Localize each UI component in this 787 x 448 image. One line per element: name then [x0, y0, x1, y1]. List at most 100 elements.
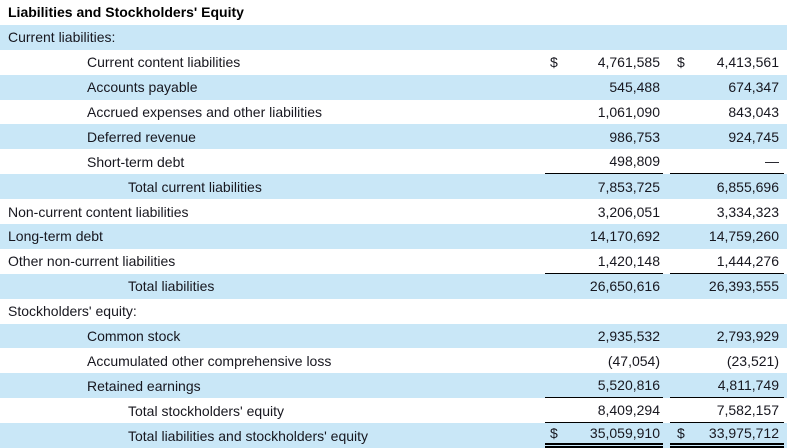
value-text: 4,413,561	[716, 54, 779, 71]
table-row: Total liabilities 26,650,616 26,393,555	[0, 273, 787, 299]
value-col1: 3,206,051	[545, 199, 663, 224]
value-col1: 1,061,090	[545, 100, 663, 125]
value-text: 843,043	[728, 104, 779, 120]
value-text: 1,444,276	[716, 252, 779, 269]
value-col1: 498,809	[545, 149, 663, 175]
value-text: 498,809	[609, 153, 660, 170]
row-label: Non-current content liabilities	[8, 203, 189, 220]
row-label: Accumulated other comprehensive loss	[87, 352, 332, 369]
table-row: Total stockholders' equity 8,409,294 7,582…	[0, 398, 787, 424]
value-col2: $4,413,561	[670, 50, 784, 75]
value-text: (23,521)	[726, 352, 779, 369]
value-col1: $35,059,910	[545, 423, 663, 448]
dollar-sign: $	[550, 425, 558, 442]
value-col1: 7,853,725	[545, 174, 663, 199]
value-col2: 924,745	[670, 124, 784, 149]
value-text: 986,753	[609, 128, 660, 145]
value-col1	[545, 299, 663, 324]
table-row: Retained earnings 5,520,816 4,811,749	[0, 373, 787, 399]
value-text: 14,759,260	[708, 228, 779, 245]
row-label: Total liabilities and stockholders' equi…	[128, 427, 369, 444]
value-text: 8,409,294	[597, 402, 660, 419]
value-col1: 545,488	[545, 75, 663, 100]
value-text: 1,061,090	[597, 104, 660, 120]
row-label: Short-term debt	[87, 153, 185, 170]
table-row: Total liabilities and stockholders' equi…	[0, 423, 787, 448]
row-label: Stockholders' equity:	[8, 303, 137, 320]
value-col2: 4,811,749	[670, 373, 784, 399]
value-col2: 843,043	[670, 100, 784, 125]
row-label: Total current liabilities	[128, 178, 262, 195]
value-col1: 8,409,294	[545, 398, 663, 424]
row-label: Other non-current liabilities	[8, 253, 176, 270]
value-col2	[670, 299, 784, 324]
table-row: Accounts payable 545,488 674,347	[0, 74, 787, 100]
value-text: 7,582,157	[716, 402, 779, 419]
row-label: Total liabilities	[128, 278, 215, 295]
value-text: —	[765, 153, 779, 170]
value-text: 26,650,616	[589, 278, 660, 295]
row-label: Deferred revenue	[87, 128, 196, 145]
value-text: 33,975,712	[708, 425, 779, 442]
value-col2	[670, 25, 784, 50]
value-col2: 2,793,929	[670, 324, 784, 349]
value-col2: 7,582,157	[670, 398, 784, 424]
value-col2: $33,975,712	[670, 423, 784, 448]
row-label: Total stockholders' equity	[128, 402, 284, 419]
table-row: Accrued expenses and other liabilities 1,…	[0, 100, 787, 125]
value-text: 7,853,725	[597, 178, 660, 195]
row-label: Accrued expenses and other liabilities	[87, 104, 323, 120]
row-label: Retained earnings	[87, 377, 201, 394]
table-row: Non-current content liabilities 3,206,051…	[0, 199, 787, 224]
value-text: (47,054)	[607, 352, 660, 369]
row-label: Current content liabilities	[87, 54, 241, 71]
value-col2: 6,855,696	[670, 174, 784, 199]
value-col1: $4,761,585	[545, 50, 663, 75]
value-text: 1,420,148	[597, 252, 660, 269]
value-col2: —	[670, 149, 784, 175]
table-row: Other non-current liabilities 1,420,148 1,…	[0, 249, 787, 274]
value-text: 3,206,051	[597, 203, 660, 220]
value-col2: 14,759,260	[670, 224, 784, 249]
table-row: Total current liabilities 7,853,725 6,855,…	[0, 174, 787, 200]
table-row: Long-term debt 14,170,692 14,759,260	[0, 224, 787, 249]
value-col2: 1,444,276	[670, 249, 784, 274]
value-text: 3,334,323	[716, 203, 779, 220]
row-label: Long-term debt	[8, 228, 103, 245]
row-label: Common stock	[87, 328, 181, 345]
table-row: Accumulated other comprehensive loss (47,…	[0, 348, 787, 373]
value-col1: 986,753	[545, 124, 663, 149]
value-col1: 2,935,532	[545, 324, 663, 349]
value-text: 35,059,910	[589, 425, 660, 442]
value-text: 2,935,532	[597, 328, 660, 345]
value-text: 674,347	[728, 79, 779, 96]
value-col2: 674,347	[670, 75, 784, 100]
dollar-sign: $	[550, 54, 558, 71]
value-text: 26,393,555	[708, 278, 779, 295]
table-row: Deferred revenue 986,753 924,745	[0, 124, 787, 150]
value-text: 6,855,696	[716, 178, 779, 195]
table-row: Common stock 2,935,532 2,793,929	[0, 323, 787, 349]
value-col2: 26,393,555	[670, 274, 784, 299]
value-col1: 14,170,692	[545, 224, 663, 249]
value-col2: (23,521)	[670, 348, 784, 373]
value-col1	[545, 25, 663, 50]
table-row: Short-term debt 498,809 —	[0, 149, 787, 175]
table-row: Stockholders' equity:	[0, 299, 787, 324]
value-col1: (47,054)	[545, 348, 663, 373]
value-col1: 1,420,148	[545, 249, 663, 274]
value-text: 545,488	[609, 79, 660, 96]
value-col1: 5,520,816	[545, 373, 663, 399]
value-text: 924,745	[728, 128, 779, 145]
table-row: Current liabilities:	[0, 24, 787, 50]
value-text: 5,520,816	[597, 377, 660, 394]
value-text: 14,170,692	[589, 228, 660, 245]
table-row: Current content liabilities $4,761,585 $4,…	[0, 50, 787, 75]
dollar-sign: $	[677, 425, 685, 442]
dollar-sign: $	[677, 54, 685, 71]
value-col2: 3,334,323	[670, 199, 784, 224]
value-col1: 26,650,616	[545, 274, 663, 299]
row-label: Current liabilities:	[8, 29, 116, 46]
statement-title: Liabilities and Stockholders' Equity	[8, 4, 244, 21]
